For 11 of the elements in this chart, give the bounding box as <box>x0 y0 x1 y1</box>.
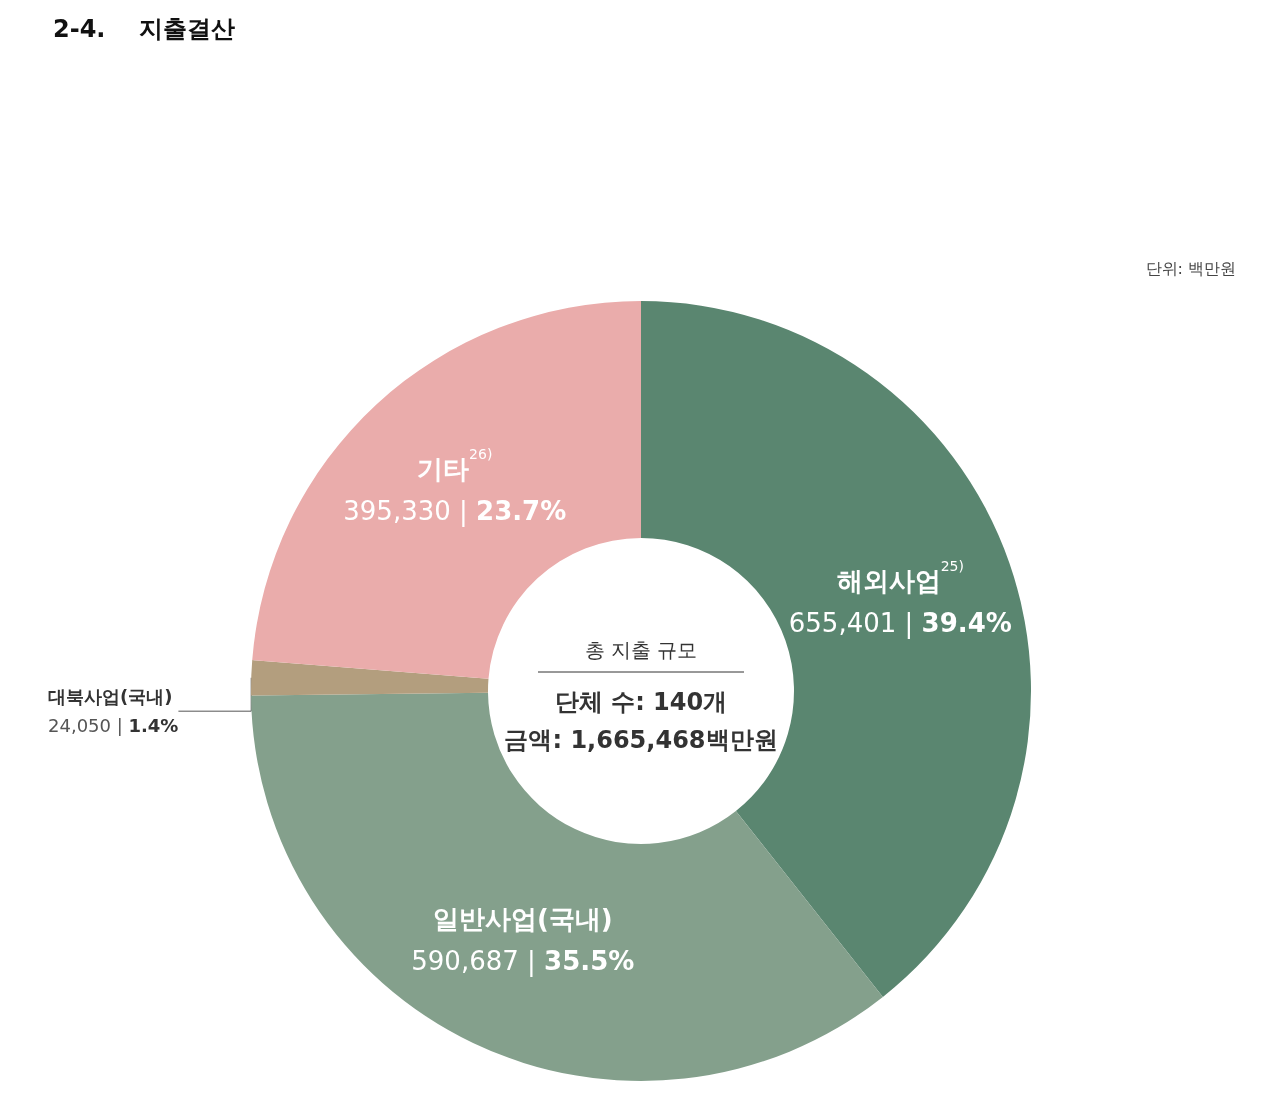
text: 단체 수: 140개 <box>554 688 728 716</box>
data-label: 590,687 | 35.5% <box>411 945 635 977</box>
data-label: 395,330 | 23.7% <box>343 496 567 528</box>
chart-title: 2-4. 지출결산 <box>53 15 235 43</box>
slice-label: 일반사업(국내) <box>432 903 613 934</box>
data-label: 655,401 | 39.4% <box>788 607 1012 639</box>
slice-label: 대북사업(국내) <box>48 686 173 708</box>
text: 단위: 백만원 <box>1145 258 1237 278</box>
text: 금액: 1,665,468백만원 <box>504 726 778 754</box>
data-label: 24,050 | 1.4% <box>48 715 179 737</box>
text: 총 지출 규모 <box>584 638 698 662</box>
